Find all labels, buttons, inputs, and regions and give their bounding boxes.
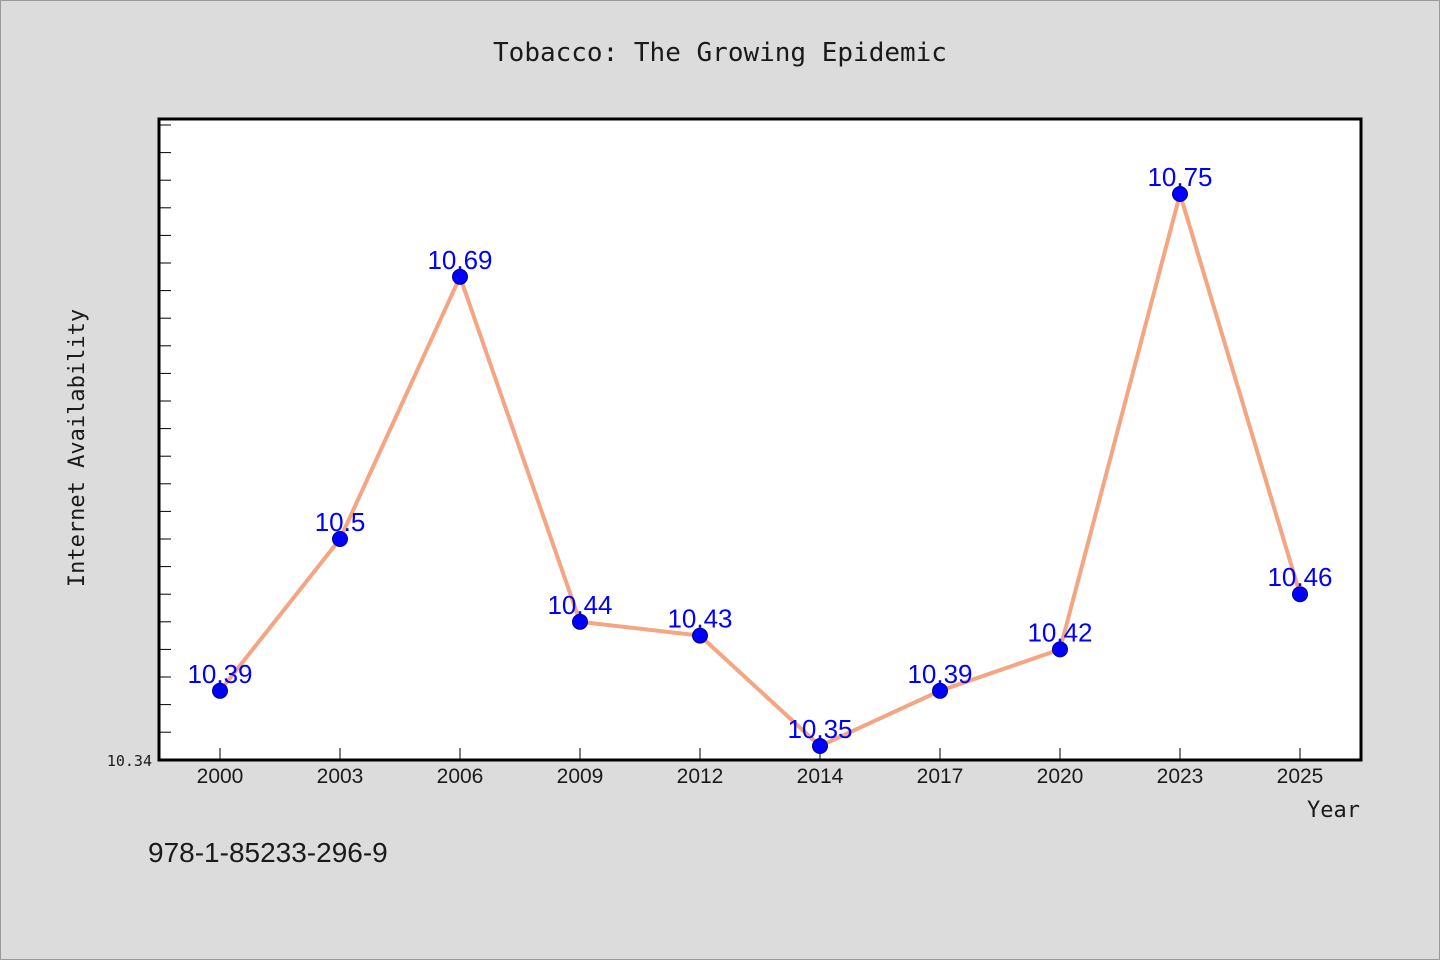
data-label-2012: 10.43: [667, 604, 732, 634]
data-point-2006: [452, 268, 468, 285]
isbn-footer: 978-1-85233-296-9: [148, 837, 388, 868]
x-tick-label-2003: 2003: [317, 765, 364, 788]
x-tick-label-2009: 2009: [557, 765, 604, 788]
data-label-2017: 10.39: [907, 659, 972, 689]
data-label-2000: 10.39: [187, 659, 252, 689]
x-tick-label-2020: 2020: [1037, 765, 1084, 788]
data-point-2003: [332, 531, 348, 547]
data-label-2009: 10.44: [547, 590, 612, 620]
x-tick-label-2012: 2012: [677, 765, 724, 788]
chart-title: Tobacco: The Growing Epidemic: [493, 38, 947, 68]
data-label-2025: 10.46: [1267, 562, 1332, 592]
x-tick-label-2025: 2025: [1277, 765, 1324, 788]
data-point-2000: [212, 682, 228, 699]
data-point-2023: [1172, 186, 1188, 202]
data-point-2009: [572, 613, 588, 630]
x-tick-label-2000: 2000: [197, 765, 244, 788]
series-group: 10.39 10.5 10.69 10.44 10.43 10.35 10.39 10.42 1…: [187, 162, 1333, 754]
x-axis-label: Year: [1307, 798, 1360, 823]
y-axis-ticks: [159, 124, 171, 733]
data-label-2020: 10.42: [1027, 617, 1092, 647]
data-label-2023: 10.75: [1147, 162, 1212, 192]
series-line: [218, 192, 1302, 748]
data-label-2006: 10.69: [427, 245, 492, 275]
data-point-2025: [1292, 586, 1308, 603]
data-point-2012: [692, 627, 708, 644]
x-axis-tick-labels: 2000 2003 2006 2009 2012 2014 2017 2020 2023 2025: [197, 765, 1324, 788]
x-tick-label-2017: 2017: [917, 765, 964, 788]
data-point-2020: [1052, 641, 1068, 658]
x-tick-label-2006: 2006: [437, 765, 484, 788]
data-point-2014: [812, 738, 828, 754]
data-point-2017: [932, 682, 948, 699]
x-tick-label-2014: 2014: [797, 765, 844, 788]
y-axis-label: Internet Availability: [65, 309, 90, 587]
plot-area: [157, 117, 1363, 762]
data-label-2014: 10.35: [787, 714, 852, 744]
y-axis-min-label: 10.34: [107, 752, 152, 770]
x-tick-label-2023: 2023: [1157, 765, 1204, 788]
data-label-2003: 10.5: [315, 507, 366, 537]
